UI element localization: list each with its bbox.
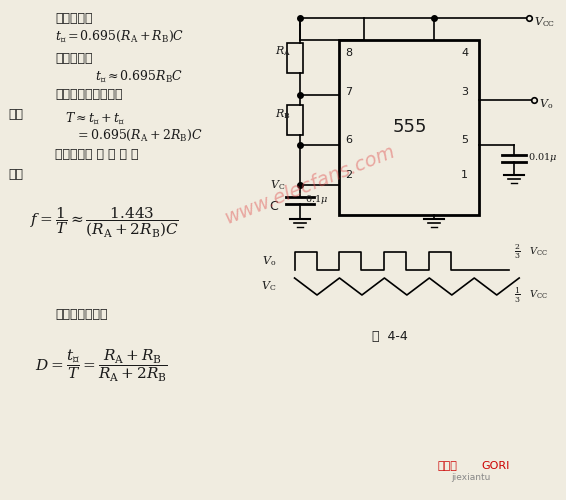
Text: $V_{\rm C}$: $V_{\rm C}$ bbox=[261, 280, 277, 293]
Text: $V_{\rm o}$: $V_{\rm o}$ bbox=[539, 97, 554, 111]
Text: $=0.695(R_{\rm A}+2R_{\rm B})C$: $=0.695(R_{\rm A}+2R_{\rm B})C$ bbox=[75, 128, 203, 143]
Text: $V_{\rm CC}$: $V_{\rm CC}$ bbox=[529, 289, 548, 301]
Text: $\frac{1}{3}$: $\frac{1}{3}$ bbox=[514, 286, 521, 304]
Text: C: C bbox=[269, 200, 278, 213]
Text: GORI: GORI bbox=[481, 461, 509, 471]
Text: $0.1\mu$: $0.1\mu$ bbox=[305, 194, 328, 206]
Text: 1: 1 bbox=[461, 170, 468, 180]
Text: 3: 3 bbox=[461, 87, 468, 97]
Bar bbox=[286, 42, 303, 72]
Text: $t_{\rm 充}=0.695(R_{\rm A}+R_{\rm B})C$: $t_{\rm 充}=0.695(R_{\rm A}+R_{\rm B})C$ bbox=[55, 28, 184, 44]
Text: 6: 6 bbox=[345, 135, 353, 145]
Text: www.elecfans.com: www.elecfans.com bbox=[221, 142, 398, 228]
Text: $V_{\rm CC}$: $V_{\rm CC}$ bbox=[534, 15, 555, 29]
Text: $R_{\rm B}$: $R_{\rm B}$ bbox=[275, 107, 290, 121]
Text: 555: 555 bbox=[392, 118, 427, 136]
Text: 8: 8 bbox=[345, 48, 353, 58]
Text: 因此，总的振荡周期: 因此，总的振荡周期 bbox=[55, 88, 122, 101]
Text: 4: 4 bbox=[461, 48, 469, 58]
Text: $T\approx t_{\rm 充}+t_{\rm 低}$: $T\approx t_{\rm 充}+t_{\rm 低}$ bbox=[65, 110, 125, 126]
Text: $V_{\rm o}$: $V_{\rm o}$ bbox=[262, 254, 277, 268]
Text: $0.01\mu$: $0.01\mu$ bbox=[528, 152, 558, 164]
Text: $f=\dfrac{1}{T}\approx\dfrac{1.443}{(R_{\rm A}+2R_{\rm B})C}$: $f=\dfrac{1}{T}\approx\dfrac{1.443}{(R_{… bbox=[30, 205, 179, 238]
Text: 图  4-4: 图 4-4 bbox=[371, 330, 408, 343]
Text: $R_{\rm A}$: $R_{\rm A}$ bbox=[275, 44, 291, 59]
Bar bbox=[286, 105, 303, 135]
Text: 7: 7 bbox=[345, 87, 353, 97]
Text: 5: 5 bbox=[461, 135, 468, 145]
Text: $V_{\rm CC}$: $V_{\rm CC}$ bbox=[529, 246, 548, 258]
Bar bbox=[340, 40, 479, 215]
Text: jiexiantu: jiexiantu bbox=[452, 472, 491, 482]
Text: $\frac{2}{3}$: $\frac{2}{3}$ bbox=[514, 242, 521, 262]
Text: 接线图: 接线图 bbox=[438, 461, 457, 471]
Text: 2: 2 bbox=[345, 170, 353, 180]
Text: 放电时间：: 放电时间： bbox=[55, 52, 92, 65]
Text: 它的占空比为：: 它的占空比为： bbox=[55, 308, 108, 321]
Text: 是：: 是： bbox=[8, 168, 23, 181]
Text: $D=\dfrac{t_{\rm 充}}{T}=\dfrac{R_{\rm A}+R_{\rm B}}{R_{\rm A}+2R_{\rm B}}$: $D=\dfrac{t_{\rm 充}}{T}=\dfrac{R_{\rm A}… bbox=[35, 348, 168, 385]
Text: $t_{\rm 放}\approx 0.695R_{\rm B}C$: $t_{\rm 放}\approx 0.695R_{\rm B}C$ bbox=[95, 68, 183, 84]
Text: 充电时间：: 充电时间： bbox=[55, 12, 92, 25]
Text: $V_{\rm C}$: $V_{\rm C}$ bbox=[269, 178, 285, 192]
Text: 是：: 是： bbox=[8, 108, 23, 121]
Text: 自激振荡的 振 荡 频 率: 自激振荡的 振 荡 频 率 bbox=[55, 148, 139, 161]
